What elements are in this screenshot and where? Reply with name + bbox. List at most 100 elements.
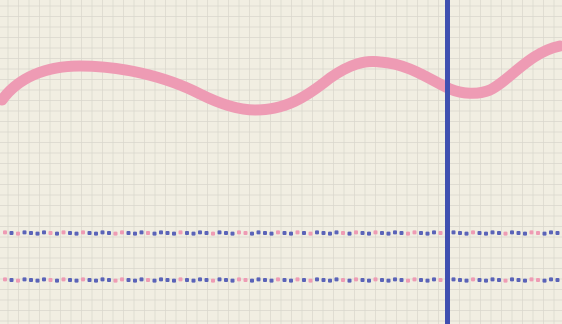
track-dot-blue: [302, 231, 306, 235]
track-dot-blue: [555, 231, 560, 235]
track-dot-pink: [16, 278, 20, 283]
track-dot-pink: [529, 277, 534, 282]
track-dot-blue: [159, 230, 163, 235]
track-dot-blue: [380, 278, 384, 282]
track-dot-blue: [224, 278, 228, 282]
track-dot-pink: [295, 277, 300, 282]
track-dot-blue: [321, 278, 326, 282]
track-dot-blue: [185, 278, 189, 282]
track-dot-blue: [549, 230, 553, 235]
track-dot-blue: [94, 278, 98, 283]
track-dot-pink: [48, 231, 53, 235]
track-dot-blue: [217, 277, 222, 282]
track-dot-blue: [35, 231, 40, 236]
track-dot-blue: [523, 231, 527, 236]
track-dot-blue: [334, 277, 339, 282]
track-dot-blue: [477, 231, 482, 235]
track-dot-blue: [204, 278, 209, 282]
track-dot-blue: [484, 231, 488, 236]
track-dot-pink: [276, 230, 280, 235]
track-dot-pink: [243, 278, 248, 282]
track-dot-blue: [159, 277, 163, 282]
track-dot-blue: [386, 231, 391, 236]
track-dot-pink: [237, 277, 241, 282]
track-dot-pink: [81, 277, 85, 282]
track-dot-pink: [113, 231, 118, 236]
track-dot-blue: [510, 277, 514, 282]
track-dot-blue: [263, 278, 267, 282]
track-dot-blue: [224, 231, 228, 235]
track-dot-blue: [523, 278, 527, 283]
track-dot-blue: [315, 230, 319, 235]
track-dot-blue: [29, 278, 33, 282]
track-dot-pink: [536, 231, 540, 235]
track-dot-blue: [107, 278, 111, 282]
track-dot-blue: [100, 277, 105, 282]
track-dot-blue: [94, 231, 98, 236]
track-dot-blue: [464, 231, 469, 236]
track-dot-blue: [516, 231, 521, 235]
track-dot-pink: [341, 231, 345, 235]
track-dot-blue: [185, 231, 189, 235]
track-dot-blue: [432, 230, 436, 235]
track-dot-blue: [302, 278, 306, 282]
track-dot-blue: [282, 231, 287, 235]
track-dot-blue: [250, 231, 254, 236]
track-dot-blue: [315, 277, 319, 282]
track-dot-pink: [178, 230, 183, 235]
track-dot-blue: [172, 278, 176, 283]
track-dot-blue: [464, 278, 469, 283]
track-dot-blue: [172, 231, 176, 236]
track-dot-blue: [393, 230, 397, 235]
track-dot-pink: [178, 277, 183, 282]
track-dot-pink: [471, 277, 475, 282]
track-dot-blue: [107, 231, 111, 235]
track-dot-pink: [503, 231, 508, 236]
track-dot-pink: [438, 231, 443, 235]
track-dot-pink: [237, 230, 241, 235]
track-dot-blue: [458, 278, 462, 282]
track-dot-blue: [386, 278, 391, 283]
track-dot-blue: [425, 231, 430, 236]
track-dot-blue: [68, 278, 72, 282]
track-dot-pink: [412, 277, 417, 282]
track-dot-blue: [360, 231, 365, 235]
track-dot-blue: [484, 278, 488, 283]
track-dot-blue: [497, 278, 501, 282]
track-dot-blue: [458, 231, 462, 235]
track-dot-blue: [510, 230, 514, 235]
track-dot-blue: [399, 278, 404, 282]
track-dot-pink: [276, 277, 280, 282]
track-dot-blue: [328, 278, 332, 283]
track-dot-blue: [74, 278, 79, 283]
blue-vertical-marker: [445, 0, 450, 324]
track-dot-pink: [471, 230, 475, 235]
track-dot-pink: [529, 230, 534, 235]
track-dot-blue: [55, 278, 59, 283]
track-dot-blue: [68, 231, 72, 235]
track-dot-blue: [204, 231, 209, 235]
track-dot-blue: [250, 278, 254, 283]
track-dot-pink: [120, 277, 124, 282]
track-dot-blue: [497, 231, 501, 235]
pink-waveform-trace: [0, 40, 562, 116]
track-dot-blue: [133, 231, 137, 236]
track-dot-blue: [9, 231, 14, 235]
track-dot-blue: [419, 231, 423, 235]
track-dot-blue: [360, 278, 365, 282]
track-dot-blue: [29, 231, 33, 235]
track-dot-blue: [126, 231, 131, 235]
track-dot-blue: [282, 278, 287, 282]
track-dot-pink: [308, 231, 313, 236]
track-dot-blue: [542, 231, 547, 236]
track-dot-blue: [367, 278, 371, 283]
track-dot-blue: [334, 230, 339, 235]
track-dot-pink: [406, 278, 410, 283]
track-dot-blue: [367, 231, 371, 236]
track-dot-blue: [42, 277, 46, 282]
track-dot-blue: [490, 230, 495, 235]
track-dot-blue: [22, 277, 27, 282]
